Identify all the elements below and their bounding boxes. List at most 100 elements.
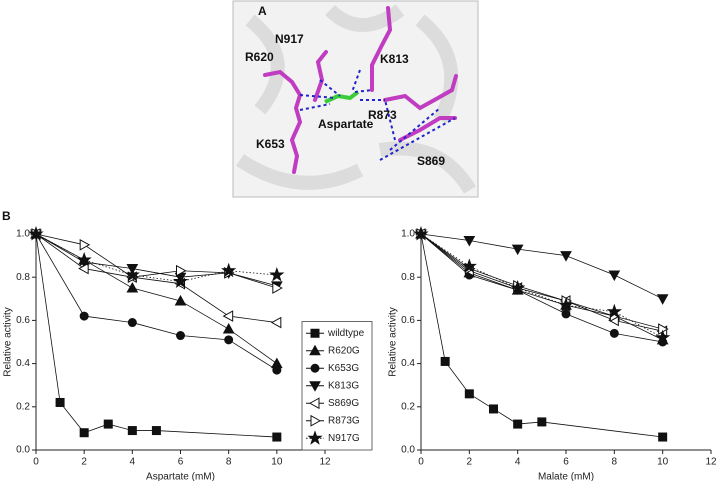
legend-label: R620G	[328, 345, 360, 356]
y-tick-label: 0.2	[16, 401, 30, 412]
marker	[308, 397, 320, 410]
marker	[127, 318, 137, 328]
marker	[489, 404, 498, 414]
x-tick-label: 8	[226, 457, 232, 468]
chart: 0 2 4 6 8 10 12 0.0 0.2 0.4 0.6 0.8 1.0 Aspartate (mM…	[3, 225, 373, 481]
x-tick-label: 12	[705, 457, 717, 468]
y-axis-label: Relative activity	[3, 307, 14, 376]
marker	[463, 235, 476, 247]
marker	[464, 389, 474, 399]
y-tick-label: 0.2	[401, 401, 415, 412]
panel-label: B	[2, 209, 11, 223]
y-tick-label: 0.8	[16, 272, 30, 283]
marker	[270, 316, 282, 329]
x-tick-label: 4	[130, 457, 136, 468]
marker	[413, 225, 429, 241]
y-axis-label: Relative activity	[388, 307, 399, 376]
series-line	[35, 233, 277, 323]
y-tick-label: 0.8	[401, 272, 415, 283]
marker	[511, 244, 524, 256]
legend: wildtype R620G K653G K813G S869G R873G N917G	[301, 321, 373, 451]
marker	[561, 309, 571, 319]
series-line	[35, 233, 278, 371]
y-tick-label: 0.4	[401, 358, 415, 369]
x-tick-label: 8	[612, 457, 618, 468]
marker	[76, 251, 92, 267]
y-tick-label: 1.0	[401, 229, 415, 240]
x-tick-label: 10	[271, 457, 283, 468]
marker	[269, 267, 285, 282]
y-tick-label: 0.0	[16, 445, 30, 456]
legend-label: wildtype	[327, 328, 365, 339]
marker	[55, 397, 65, 407]
marker	[176, 331, 185, 341]
marker	[222, 323, 235, 334]
series-line	[420, 233, 663, 332]
marker	[309, 344, 321, 356]
marker	[310, 363, 320, 373]
marker	[310, 414, 322, 427]
x-tick-label: 6	[563, 457, 569, 468]
series-line	[420, 233, 663, 300]
marker	[307, 430, 323, 445]
y-tick-label: 1.0	[16, 229, 30, 240]
ligand	[324, 90, 360, 104]
h-bonds	[299, 69, 456, 161]
x-tick-label: 10	[657, 457, 669, 468]
series-line	[35, 233, 277, 438]
residue-label: N917	[275, 32, 304, 46]
marker	[513, 419, 523, 429]
legend-label: K813G	[328, 380, 359, 391]
x-tick-label: 6	[178, 457, 184, 468]
marker	[28, 225, 44, 241]
series-line	[35, 233, 278, 364]
y-tick-label: 0.6	[16, 315, 30, 326]
marker	[124, 267, 140, 282]
y-tick-label: 0.0	[401, 445, 415, 456]
series-line	[35, 233, 277, 289]
legend-label: R873G	[328, 415, 360, 426]
marker	[272, 282, 283, 294]
series-line	[420, 233, 663, 330]
x-tick-label: 12	[319, 457, 331, 468]
side-chains	[263, 6, 458, 174]
marker	[78, 262, 89, 275]
marker	[560, 251, 572, 262]
marker	[79, 238, 91, 251]
marker	[510, 279, 526, 295]
marker	[558, 297, 574, 312]
series-line	[35, 233, 277, 282]
marker	[272, 432, 282, 442]
marker	[222, 310, 234, 322]
marker	[272, 365, 282, 375]
x-tick-label: 2	[81, 457, 87, 468]
x-axis-label: Malate (mM)	[538, 472, 594, 481]
marker	[172, 273, 189, 289]
chart: 0 2 4 6 8 10 12 0.0 0.2 0.4 0.6 0.8 1.0 Malate (mM) Re…	[388, 225, 717, 481]
x-axis-label: Aspartate (mM)	[146, 472, 215, 481]
marker	[103, 419, 113, 429]
marker	[127, 426, 137, 436]
marker	[151, 426, 161, 436]
legend-label: N917G	[328, 433, 360, 444]
x-tick-label: 4	[515, 457, 521, 468]
residue-label: K653	[256, 137, 285, 151]
marker	[461, 258, 477, 273]
marker	[79, 428, 89, 438]
marker	[537, 417, 547, 427]
marker	[126, 281, 139, 293]
marker	[309, 381, 321, 392]
residue-label: Aspartate	[318, 117, 374, 131]
series-line	[420, 233, 663, 343]
y-tick-label: 0.6	[401, 315, 415, 326]
residue-label: R873	[368, 108, 397, 122]
marker	[606, 303, 622, 319]
marker	[608, 270, 621, 282]
panel-label: A	[258, 4, 267, 18]
marker	[658, 432, 668, 442]
marker	[310, 328, 320, 338]
x-tick-label: 0	[418, 457, 424, 468]
residue-label: K813	[380, 52, 409, 66]
marker	[224, 335, 234, 345]
